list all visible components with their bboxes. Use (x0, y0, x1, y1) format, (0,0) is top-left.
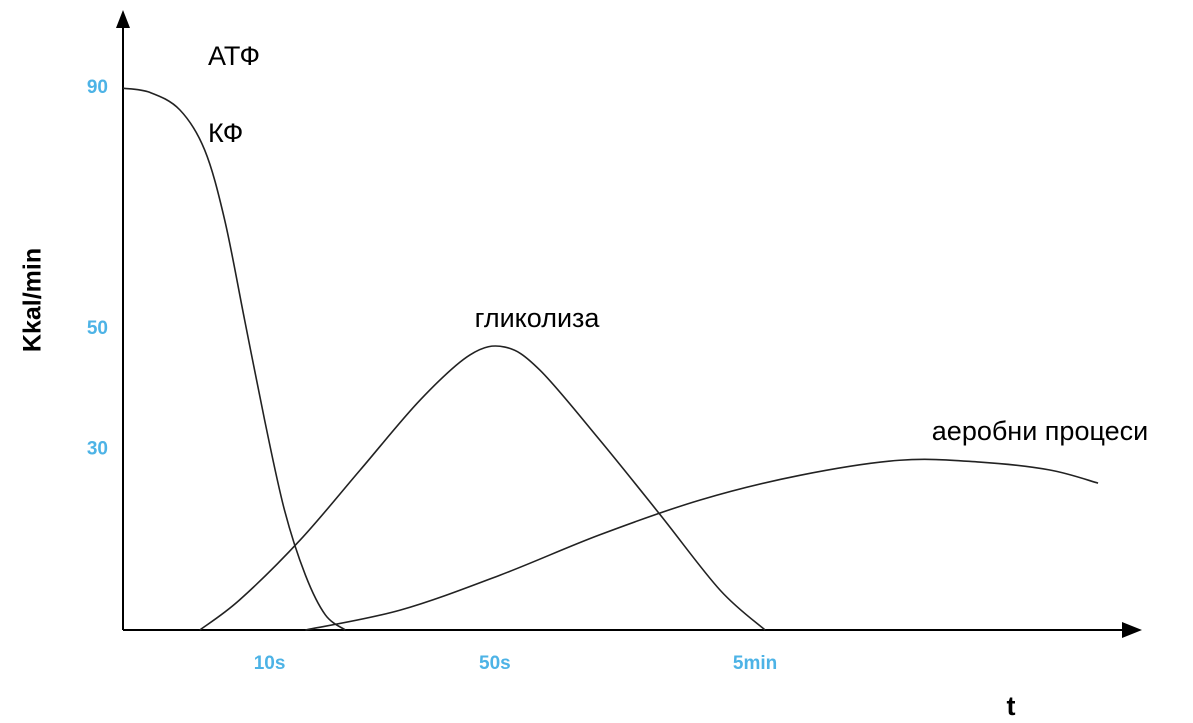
y-axis-arrow (116, 10, 130, 28)
y-tick-label: 90 (87, 77, 108, 98)
annotation: АТФ (208, 41, 260, 71)
line (199, 345, 766, 631)
x-axis-arrow (1122, 622, 1142, 638)
y-tick-label: 50 (87, 318, 108, 339)
x-tick-label: 5min (733, 653, 777, 674)
annotation: КФ (208, 118, 243, 148)
line (122, 87, 346, 631)
x-tick-label: 50s (479, 653, 511, 674)
x-axis-label: t (1007, 691, 1016, 721)
line (305, 458, 1099, 631)
annotation: аеробни процеси (932, 416, 1148, 446)
annotation: гликолиза (475, 303, 601, 333)
y-tick-label: 30 (87, 438, 108, 459)
y-axis-label: Kkal/min (19, 248, 47, 352)
x-tick-label: 10s (254, 653, 286, 674)
